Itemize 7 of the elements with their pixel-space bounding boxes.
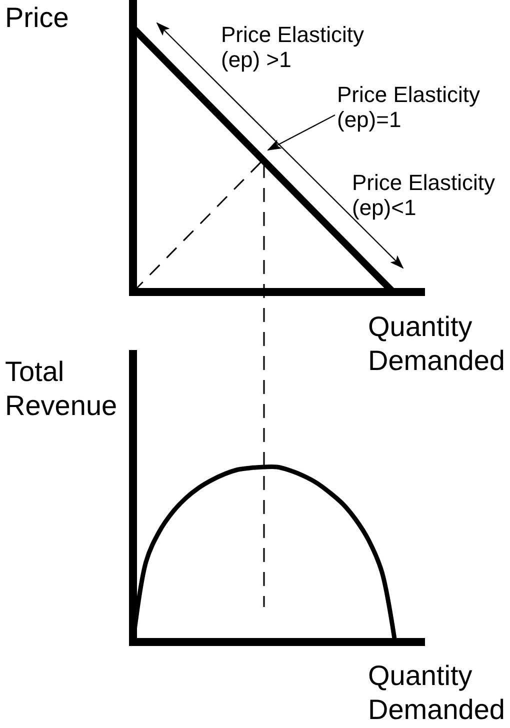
annotation: Price Elasticity (ep)=1 xyxy=(337,82,480,132)
annotation: Price Elasticity (ep)<1 xyxy=(352,170,496,220)
annotation: Price Elasticity (ep) >1 xyxy=(221,22,364,72)
y-axis-title: Price xyxy=(5,2,69,33)
x-axis-title: Quantity Demanded xyxy=(368,660,505,725)
y-axis-title: Total Revenue xyxy=(5,356,118,421)
x-axis-title: Quantity Demanded xyxy=(368,311,505,376)
